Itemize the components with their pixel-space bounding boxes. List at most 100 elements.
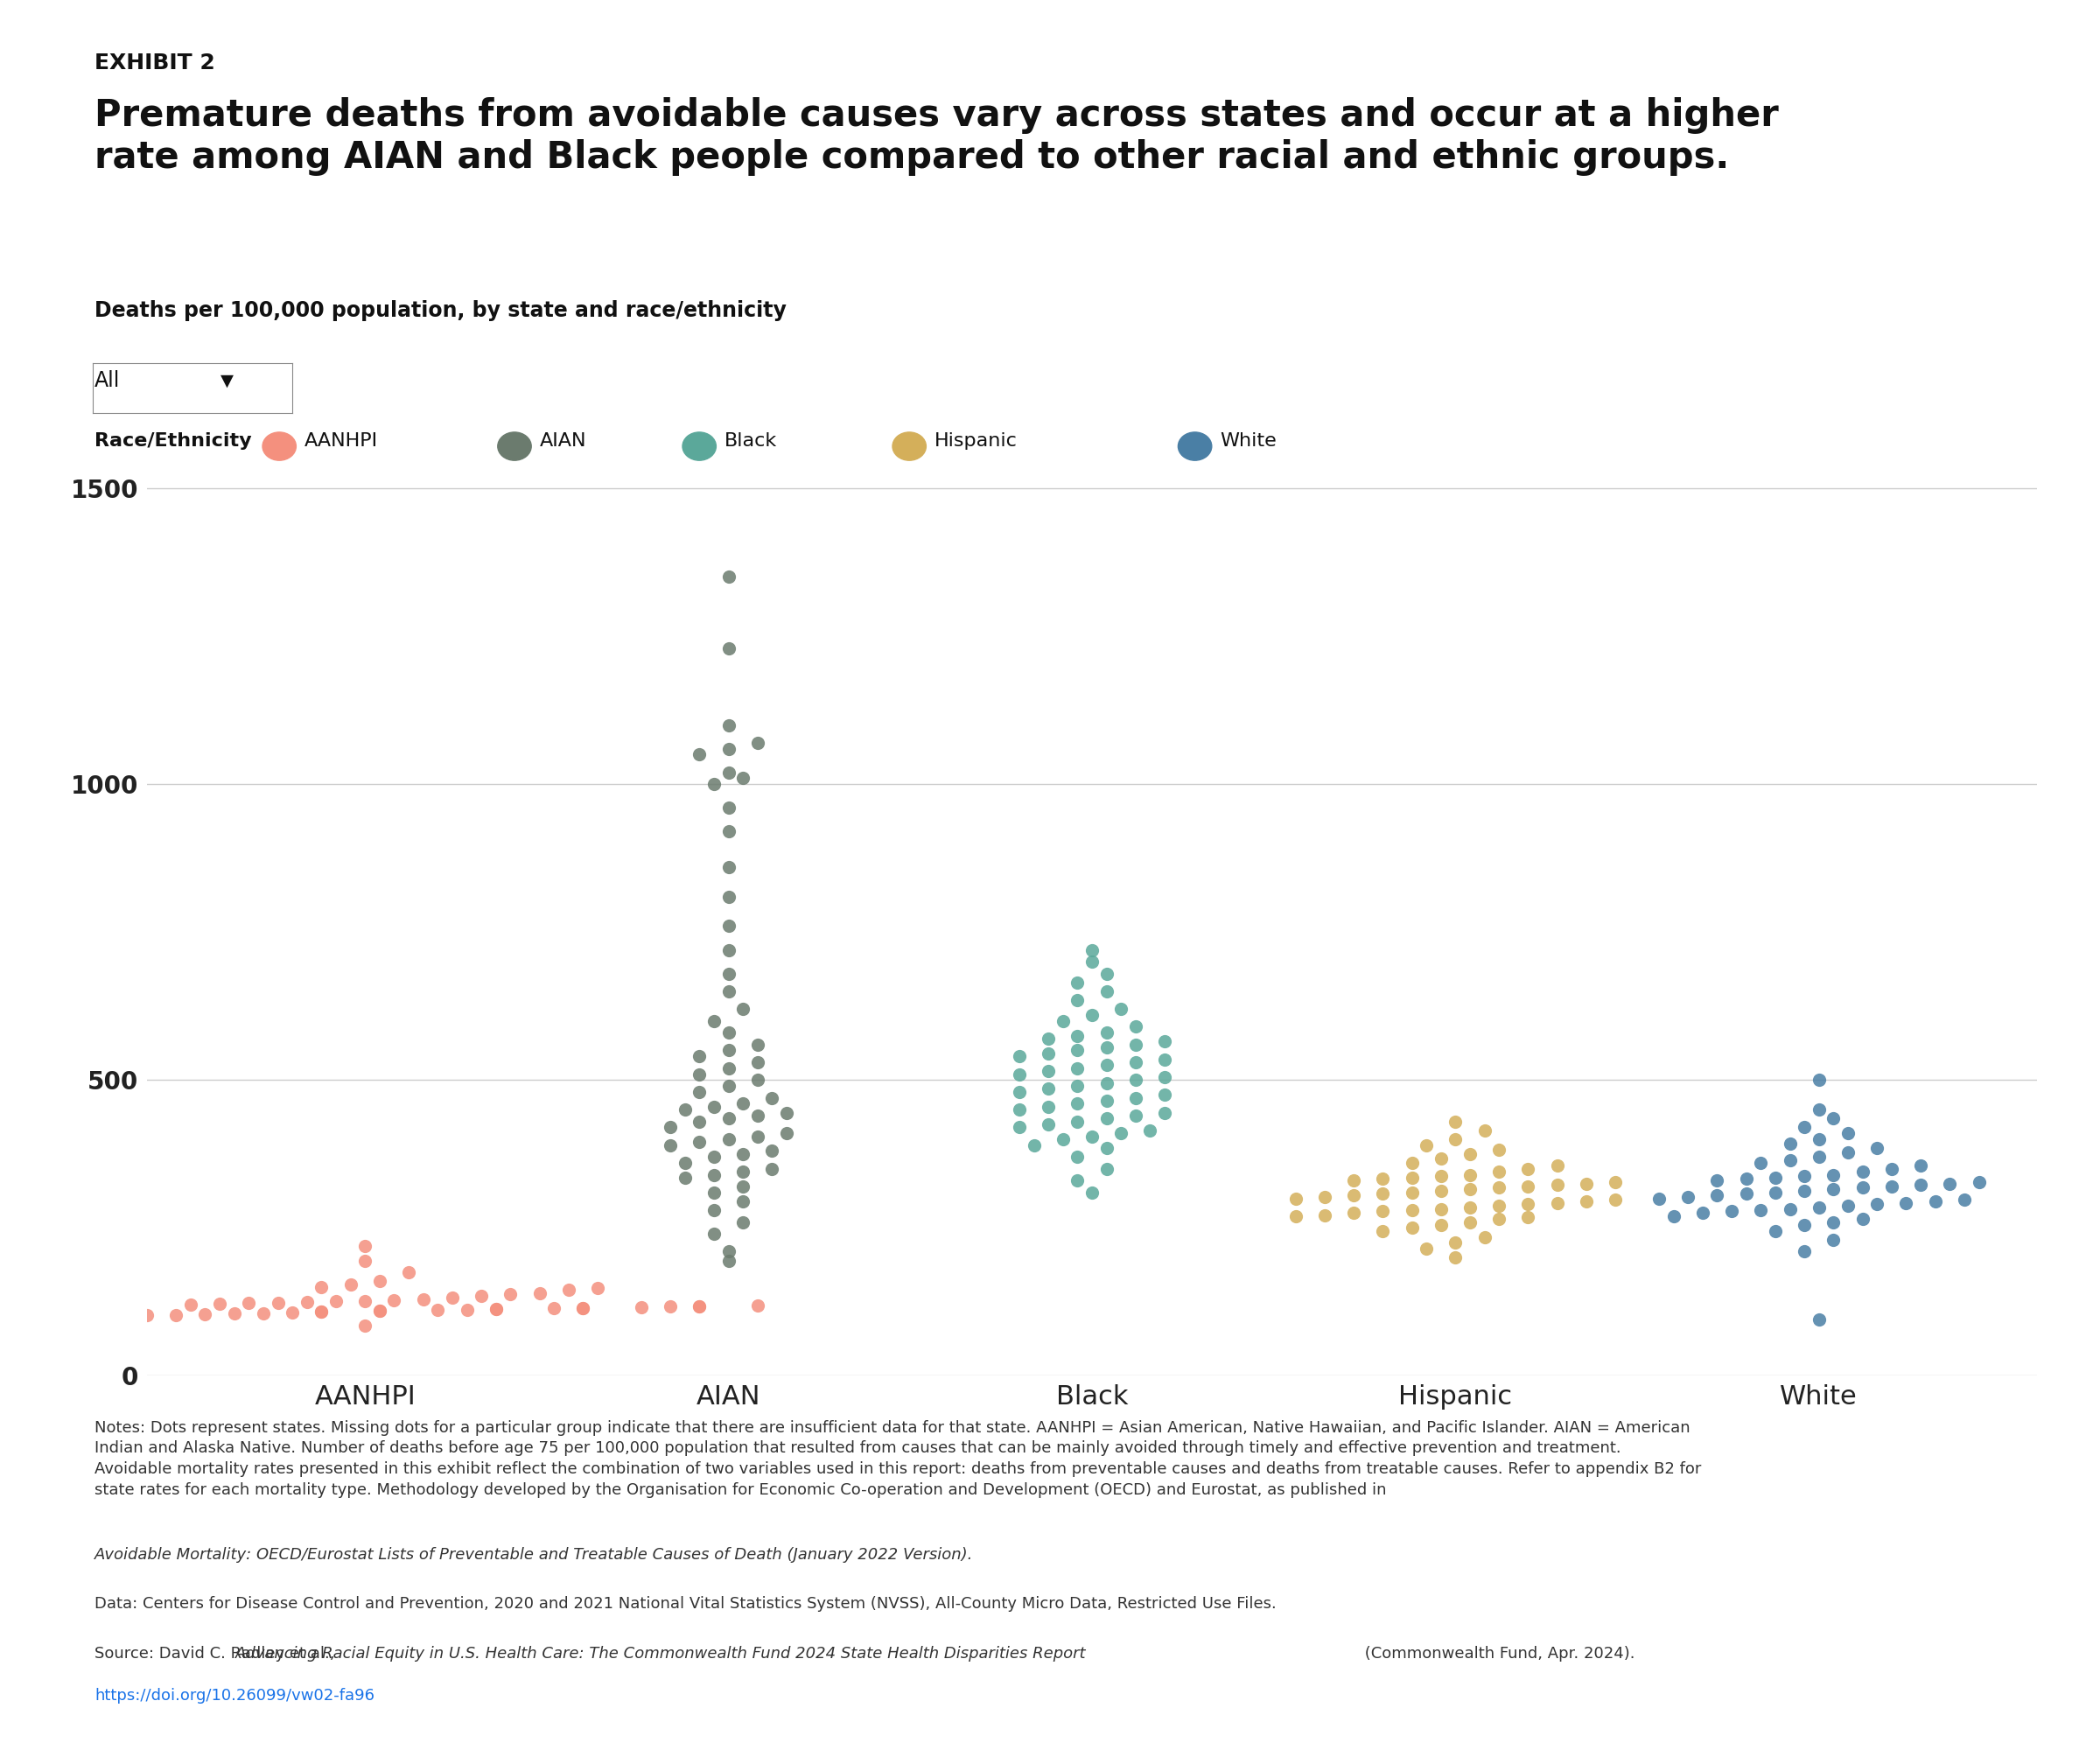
Text: Race/Ethnicity: Race/Ethnicity	[94, 432, 265, 450]
Point	[1453, 1140, 1487, 1168]
Point	[1060, 1055, 1094, 1083]
Point	[1031, 1092, 1065, 1120]
Text: https://doi.org/10.26099/vw02-fa96: https://doi.org/10.26099/vw02-fa96	[94, 1688, 374, 1704]
Point	[1787, 1113, 1821, 1141]
Point	[1119, 1083, 1153, 1111]
Point	[697, 1143, 731, 1171]
Point	[697, 1219, 731, 1247]
Point	[727, 1090, 760, 1118]
Point	[1802, 1095, 1835, 1124]
Point	[727, 1208, 760, 1237]
Point	[160, 1300, 193, 1328]
Point	[712, 960, 745, 988]
Point	[174, 1289, 208, 1318]
Point	[1816, 1208, 1850, 1237]
Point	[712, 1055, 745, 1083]
Point	[1338, 1166, 1371, 1194]
Point	[1119, 1013, 1153, 1041]
Point	[1569, 1187, 1602, 1215]
Point	[653, 1293, 687, 1321]
Point	[1905, 1152, 1938, 1180]
Point	[712, 882, 745, 910]
Point	[393, 1258, 426, 1286]
Point	[741, 1048, 775, 1076]
Text: EXHIBIT 2: EXHIBIT 2	[94, 53, 214, 74]
Point	[1308, 1184, 1342, 1212]
Point	[682, 1127, 716, 1155]
Point	[319, 1288, 353, 1316]
Point	[712, 794, 745, 822]
Point	[378, 1286, 412, 1314]
Text: (Commonwealth Fund, Apr. 2024).: (Commonwealth Fund, Apr. 2024).	[1361, 1646, 1636, 1662]
Point	[682, 1291, 716, 1319]
Point	[1090, 1069, 1124, 1097]
Point	[1090, 1134, 1124, 1162]
Point	[1875, 1155, 1909, 1184]
Point	[1947, 1185, 1980, 1214]
Point	[1090, 1087, 1124, 1115]
Point	[1016, 1131, 1050, 1159]
Point	[349, 1247, 382, 1275]
Point	[1424, 1162, 1457, 1191]
Point	[1090, 1034, 1124, 1062]
Point	[116, 1291, 149, 1319]
Point	[1308, 1201, 1342, 1230]
Point	[741, 1101, 775, 1129]
Point	[741, 1291, 775, 1319]
Text: Source: David C. Radley et al.,: Source: David C. Radley et al.,	[94, 1646, 340, 1662]
Point	[538, 1295, 571, 1323]
Point	[1424, 1177, 1457, 1205]
Point	[712, 1104, 745, 1132]
Point	[1119, 1048, 1153, 1076]
Point	[1686, 1200, 1720, 1228]
Point	[1394, 1178, 1428, 1207]
Point	[1031, 1039, 1065, 1067]
Point	[1002, 1078, 1035, 1106]
Point	[1002, 1113, 1035, 1141]
Point	[712, 759, 745, 787]
Point	[1075, 1122, 1109, 1150]
Point	[1060, 1090, 1094, 1118]
Point	[682, 1043, 716, 1071]
Text: All: All	[94, 370, 120, 392]
Point	[1002, 1095, 1035, 1124]
Point	[1149, 1027, 1182, 1055]
Point	[1439, 1244, 1472, 1272]
Point	[1090, 960, 1124, 988]
Point	[1090, 1155, 1124, 1184]
Point	[435, 1284, 468, 1312]
Point	[1758, 1164, 1791, 1192]
Point	[727, 1157, 760, 1185]
Point	[1149, 1099, 1182, 1127]
Point	[1569, 1170, 1602, 1198]
Point	[668, 1164, 701, 1192]
Point	[712, 1018, 745, 1046]
Point	[682, 1108, 716, 1136]
Point	[1468, 1222, 1502, 1251]
Text: Deaths per 100,000 population, by state and race/ethnicity: Deaths per 100,000 population, by state …	[94, 300, 788, 321]
Point	[1787, 1177, 1821, 1205]
Point	[304, 1298, 338, 1327]
Point	[741, 1122, 775, 1150]
Point	[363, 1267, 397, 1295]
Point	[1149, 1064, 1182, 1092]
Point	[1090, 1051, 1124, 1080]
Point	[1512, 1173, 1546, 1201]
Point	[1787, 1210, 1821, 1238]
Point	[1338, 1200, 1371, 1228]
Point	[1119, 1030, 1153, 1058]
Point	[1105, 995, 1138, 1023]
Point	[1394, 1164, 1428, 1192]
Point	[1409, 1131, 1443, 1159]
Point	[349, 1231, 382, 1259]
Point	[682, 741, 716, 769]
Point	[712, 563, 745, 591]
Text: White: White	[1220, 432, 1277, 450]
Point	[712, 912, 745, 940]
Point	[1831, 1191, 1865, 1219]
Text: ▼: ▼	[220, 372, 233, 388]
Text: Avoidable Mortality: OECD/Eurostat Lists of Preventable and Treatable Causes of : Avoidable Mortality: OECD/Eurostat Lists…	[94, 1547, 972, 1563]
Point	[1439, 1230, 1472, 1258]
Point	[697, 771, 731, 799]
Point	[1060, 968, 1094, 997]
